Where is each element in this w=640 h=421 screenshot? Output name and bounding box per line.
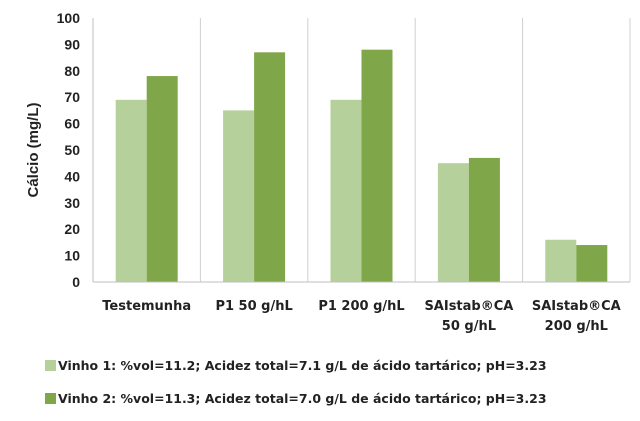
bar-series-2 [361, 49, 393, 283]
x-axis-categories: Testemunha P1 50 g/hL P1 200 g/hL SAIstab®C… [102, 299, 620, 334]
y-tick-label: 80 [64, 63, 80, 79]
bar-series-1 [330, 99, 362, 282]
y-axis-ticks: 0 10 20 30 40 50 60 70 80 90 100 [57, 10, 81, 290]
legend-entry: Vinho 2: %vol=11.3; Acidez total=7.0 g/L… [58, 391, 547, 406]
y-tick-label: 30 [64, 195, 80, 211]
grid-lines [199, 18, 631, 282]
legend: Vinho 1: %vol=11.2; Acidez total=7.1 g/L… [45, 358, 547, 406]
bar-series-2 [468, 157, 500, 282]
y-tick-label: 40 [64, 168, 80, 184]
bar-series-2 [254, 52, 286, 282]
bar-series-2 [146, 76, 178, 282]
y-tick-label: 70 [64, 89, 80, 105]
y-tick-label: 100 [57, 10, 81, 26]
y-tick-label: 10 [64, 248, 80, 264]
x-category-label: P1 50 g/hL [215, 299, 292, 314]
bar-series-1 [437, 163, 469, 282]
y-axis-label: Cálcio (mg/L) [25, 102, 42, 197]
x-category-label: Testemunha [102, 299, 191, 314]
legend-swatch [45, 393, 56, 404]
y-tick-label: 0 [72, 274, 80, 290]
bar-series-2 [576, 245, 608, 282]
bar-series-1 [223, 110, 255, 283]
legend-entry: Vinho 1: %vol=11.2; Acidez total=7.1 g/L… [58, 358, 547, 373]
bar-series-1 [545, 239, 577, 282]
y-tick-label: 90 [64, 36, 80, 52]
axes [92, 18, 630, 283]
x-category-label: P1 200 g/hL [318, 299, 404, 314]
y-tick-label: 20 [64, 221, 80, 237]
x-category-label: SAIstab®CA 200 g/hL [532, 299, 621, 334]
bars [115, 49, 608, 283]
y-tick-label: 50 [64, 142, 80, 158]
legend-swatch [45, 360, 56, 371]
x-category-label: SAIstab®CA 50 g/hL [424, 299, 513, 334]
bar-series-1 [115, 99, 147, 282]
y-tick-label: 60 [64, 116, 80, 132]
